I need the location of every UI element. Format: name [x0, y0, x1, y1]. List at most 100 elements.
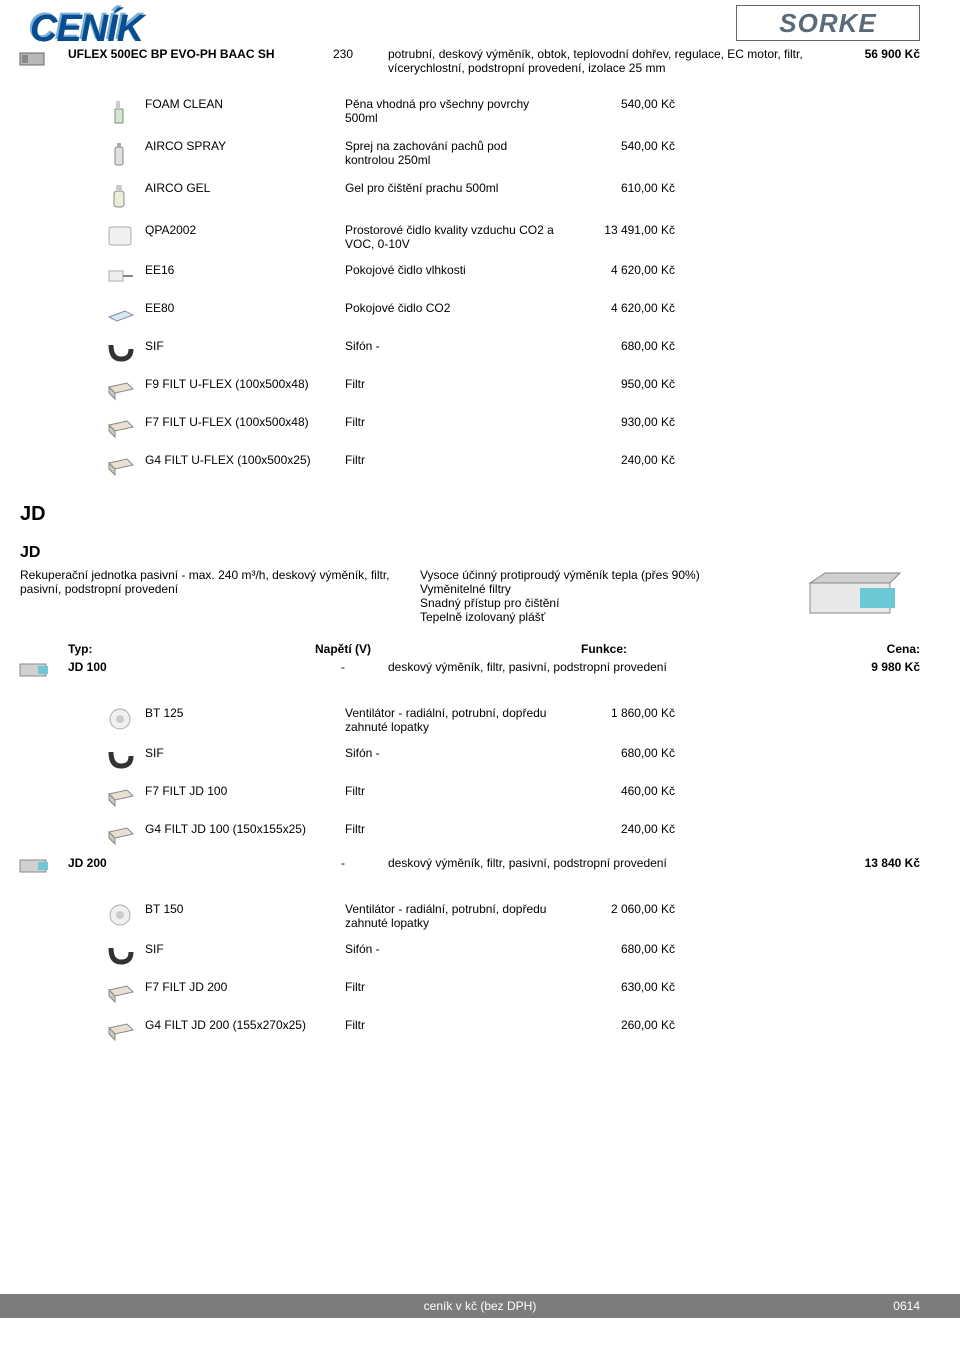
accessory-row: BT 125Ventilátor - radiální, potrubní, d… — [105, 700, 920, 740]
accessory-name: F7 FILT JD 100 — [145, 784, 345, 798]
accessory-row: QPA2002Prostorové čidlo kvality vzduchu … — [105, 217, 920, 257]
accessory-row: F7 FILT JD 200Filtr630,00 Kč — [105, 974, 920, 1012]
accessory-price: 240,00 Kč — [555, 453, 675, 467]
accessory-desc: Sifón - — [345, 942, 555, 956]
accessory-price: 4 620,00 Kč — [555, 263, 675, 277]
jd-labels: Typ: Napětí (V) Funkce: Cena: — [0, 638, 960, 658]
filter-icon — [105, 453, 145, 479]
accessory-desc: Ventilátor - radiální, potrubní, dopředu… — [345, 706, 555, 734]
jd-accessories: BT 125Ventilátor - radiální, potrubní, d… — [105, 700, 920, 854]
product-voltage: 230 — [308, 47, 378, 61]
accessory-price: 680,00 Kč — [555, 942, 675, 956]
accessory-desc: Prostorové čidlo kvality vzduchu CO2 a V… — [345, 223, 555, 251]
product-function: potrubní, deskový výměník, obtok, teplov… — [378, 47, 820, 75]
accessory-price: 540,00 Kč — [555, 97, 675, 111]
accessory-row: F7 FILT U-FLEX (100x500x48)Filtr930,00 K… — [105, 409, 920, 447]
sorke-logo: SORKE — [736, 5, 920, 41]
accessory-name: QPA2002 — [145, 223, 345, 237]
product-voltage: - — [308, 660, 378, 674]
accessory-name: BT 150 — [145, 902, 345, 916]
accessory-desc: Filtr — [345, 377, 555, 391]
accessory-desc: Sifón - — [345, 746, 555, 760]
accessory-row: AIRCO GELGel pro čištění prachu 500ml610… — [105, 175, 920, 217]
accessory-name: F7 FILT JD 200 — [145, 980, 345, 994]
accessory-row: G4 FILT JD 200 (155x270x25)Filtr260,00 K… — [105, 1012, 920, 1050]
sensor-probe-icon — [105, 263, 145, 289]
accessory-name: F7 FILT U-FLEX (100x500x48) — [145, 415, 345, 429]
siphon-icon — [105, 746, 145, 772]
product-price: 56 900 Kč — [820, 47, 920, 61]
top-product-row: UFLEX 500EC BP EVO-PH BAAC SH 230 potrub… — [0, 45, 960, 81]
accessory-name: EE80 — [145, 301, 345, 315]
siphon-icon — [105, 339, 145, 365]
accessory-desc: Filtr — [345, 415, 555, 429]
label-funkce: Funkce: — [378, 642, 820, 656]
accessory-row: G4 FILT JD 100 (150x155x25)Filtr240,00 K… — [105, 816, 920, 854]
accessory-desc: Filtr — [345, 1018, 555, 1032]
accessory-row: EE16Pokojové čidlo vlhkosti4 620,00 Kč — [105, 257, 920, 295]
accessory-desc: Pokojové čidlo vlhkosti — [345, 263, 555, 277]
accessory-price: 240,00 Kč — [555, 822, 675, 836]
accessory-price: 630,00 Kč — [555, 980, 675, 994]
jd-feature-line: Vyměnitelné filtry — [420, 582, 800, 596]
accessory-desc: Filtr — [345, 784, 555, 798]
accessory-name: AIRCO GEL — [145, 181, 345, 195]
spray-bottle-icon — [105, 97, 145, 127]
footer-center: ceník v kč (bez DPH) — [424, 1299, 537, 1313]
accessory-row: AIRCO SPRAYSprej na zachování pachů pod … — [105, 133, 920, 175]
accessory-name: EE16 — [145, 263, 345, 277]
accessory-desc: Sprej na zachování pachů pod kontrolou 2… — [345, 139, 555, 167]
product-function: deskový výměník, filtr, pasivní, podstro… — [378, 660, 820, 674]
jd-feature-line: Tepelně izolovaný plášť — [420, 610, 800, 624]
fan-icon — [105, 706, 145, 732]
accessory-row: F7 FILT JD 100Filtr460,00 Kč — [105, 778, 920, 816]
accessory-price: 930,00 Kč — [555, 415, 675, 429]
product-function: deskový výměník, filtr, pasivní, podstro… — [378, 856, 820, 870]
accessory-desc: Filtr — [345, 980, 555, 994]
accessory-price: 260,00 Kč — [555, 1018, 675, 1032]
jd-accessories: BT 150Ventilátor - radiální, potrubní, d… — [105, 896, 920, 1050]
accessory-desc: Filtr — [345, 822, 555, 836]
jd-title: JD — [20, 503, 960, 526]
filter-icon — [105, 784, 145, 810]
filter-icon — [105, 415, 145, 441]
jd-feature-line: Snadný přístup pro čištění — [420, 596, 800, 610]
accessory-name: AIRCO SPRAY — [145, 139, 345, 153]
accessory-name: G4 FILT JD 100 (150x155x25) — [145, 822, 345, 836]
jd-product-row: JD 100-deskový výměník, filtr, pasivní, … — [0, 658, 960, 690]
filter-icon — [105, 822, 145, 848]
accessories-list-1: FOAM CLEANPěna vhodná pro všechny povrch… — [105, 91, 920, 485]
gel-bottle-icon — [105, 181, 145, 211]
accessory-desc: Pěna vhodná pro všechny povrchy 500ml — [345, 97, 555, 125]
accessory-row: G4 FILT U-FLEX (100x500x25)Filtr240,00 K… — [105, 447, 920, 485]
accessory-name: SIF — [145, 942, 345, 956]
accessory-price: 950,00 Kč — [555, 377, 675, 391]
accessory-row: SIFSifón -680,00 Kč — [105, 740, 920, 778]
jd-unit-icon — [18, 660, 48, 684]
filter-icon — [105, 377, 145, 403]
siphon-icon — [105, 942, 145, 968]
jd-subtitle: JD — [20, 544, 960, 562]
label-cena: Cena: — [820, 642, 920, 656]
accessory-row: BT 150Ventilátor - radiální, potrubní, d… — [105, 896, 920, 936]
accessory-price: 610,00 Kč — [555, 181, 675, 195]
accessory-desc: Pokojové čidlo CO2 — [345, 301, 555, 315]
label-typ: Typ: — [68, 642, 308, 656]
accessory-row: SIFSifón -680,00 Kč — [105, 936, 920, 974]
accessory-name: F9 FILT U-FLEX (100x500x48) — [145, 377, 345, 391]
accessory-price: 1 860,00 Kč — [555, 706, 675, 720]
accessory-price: 13 491,00 Kč — [555, 223, 675, 237]
filter-icon — [105, 1018, 145, 1044]
sensor-flat-icon — [105, 301, 145, 327]
jd-desc-left: Rekuperační jednotka pasivní - max. 240 … — [20, 568, 400, 628]
accessory-row: F9 FILT U-FLEX (100x500x48)Filtr950,00 K… — [105, 371, 920, 409]
accessory-desc: Gel pro čištění prachu 500ml — [345, 181, 555, 195]
cenik-logo: CENÍK CENÍK — [30, 8, 143, 51]
accessory-name: SIF — [145, 746, 345, 760]
jd-feature-line: Vysoce účinný protiproudý výměník tepla … — [420, 568, 800, 582]
product-voltage: - — [308, 856, 378, 870]
label-napeti: Napětí (V) — [308, 642, 378, 656]
sensor-panel-icon — [105, 223, 145, 249]
jd-product-image — [800, 568, 920, 628]
jd-product-row: JD 200-deskový výměník, filtr, pasivní, … — [0, 854, 960, 886]
